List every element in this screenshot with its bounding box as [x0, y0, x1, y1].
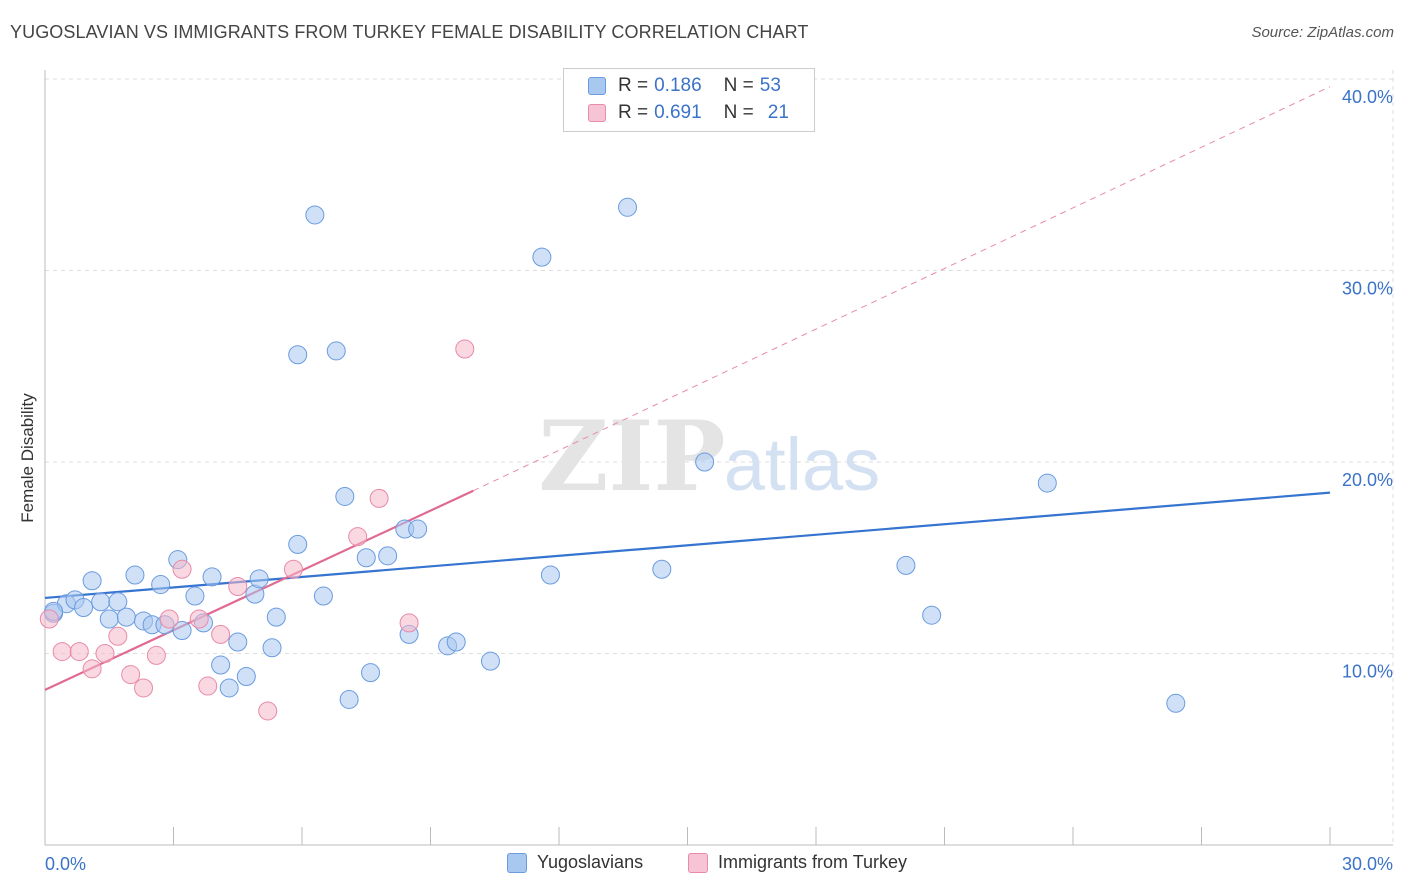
yugoslavian-point	[82, 571, 102, 591]
r-label: R =	[618, 75, 649, 96]
yugoslavian-point	[446, 632, 466, 652]
turkey-point	[258, 701, 278, 721]
yugoslavian-point	[618, 197, 638, 217]
blue-swatch	[507, 852, 527, 873]
turkey-point	[108, 626, 128, 646]
yugoslavian-point	[922, 605, 942, 625]
turkey-point	[198, 676, 218, 696]
correlation-legend: R = 0.186 N = 53 R = 0.691 N = 21	[563, 68, 815, 132]
yugoslavian-point	[266, 607, 286, 627]
yugoslavian-point	[236, 666, 256, 686]
watermark: ZIP atlas	[538, 400, 880, 513]
yugoslavian-point	[1166, 693, 1186, 713]
yugoslavian-point	[540, 565, 560, 585]
yugoslavian-point	[151, 575, 171, 595]
n-label: N =	[723, 102, 754, 123]
yugoslavian-point	[288, 534, 308, 554]
r-value: 0.691	[654, 102, 702, 123]
turkey-point	[52, 642, 72, 662]
yugoslavian-point	[305, 205, 325, 225]
turkey-point	[82, 659, 102, 679]
yugoslavian-point	[532, 247, 552, 267]
yugoslavian-point	[652, 559, 672, 579]
yugoslavian-point	[262, 638, 282, 658]
yugoslavian-point	[695, 452, 715, 472]
n-value: 53	[759, 75, 781, 96]
yugoslavian-point	[361, 663, 381, 683]
turkey-point	[121, 665, 141, 685]
r-value: 0.186	[654, 75, 702, 96]
legend-item-yugoslavians[interactable]: Yugoslavians	[507, 852, 643, 873]
watermark-zip: ZIP	[538, 400, 725, 513]
yugoslavian-point	[335, 486, 355, 506]
yugoslavian-point	[249, 569, 269, 589]
yugoslavian-point	[313, 586, 333, 606]
yugoslavian-point	[99, 609, 119, 629]
yugoslavian-point	[326, 341, 346, 361]
yugoslavian-point	[219, 678, 239, 698]
legend-row-turkey: R = 0.691 N = 21	[588, 102, 789, 124]
trend-lines	[44, 86, 1331, 691]
data-points	[39, 197, 1186, 721]
turkey-point	[455, 339, 475, 359]
turkey-point	[189, 609, 209, 629]
yugoslavian-point	[91, 592, 111, 612]
yugoslavian-point	[202, 567, 222, 587]
turkey-point	[399, 613, 419, 633]
yugoslavian-point	[356, 548, 376, 568]
yugoslavian-point	[228, 632, 248, 652]
turkey-trend-extension	[473, 86, 1331, 492]
turkey-point	[172, 559, 192, 579]
turkey-point	[369, 488, 389, 508]
yugoslavian-point	[74, 598, 94, 618]
yugoslavian-point	[125, 565, 145, 585]
legend-label: Yugoslavians	[537, 852, 644, 872]
yugoslavian-point	[108, 592, 128, 612]
x-tick-label: 0.0%	[45, 854, 86, 874]
yugoslavian-point	[339, 689, 359, 709]
axes	[44, 70, 1393, 846]
pink-swatch	[588, 104, 606, 122]
yugoslavian-point	[896, 555, 916, 575]
y-tick-label: 10.0%	[1342, 662, 1393, 682]
turkey-point	[134, 678, 154, 698]
turkey-point	[39, 609, 59, 629]
turkey-point	[95, 644, 115, 663]
turkey-point	[159, 609, 179, 629]
chart-title: YUGOSLAVIAN VS IMMIGRANTS FROM TURKEY FE…	[10, 22, 809, 42]
turkey-point	[146, 645, 166, 665]
tick-labels: 10.0% 20.0% 30.0% 40.0% 0.0% 30.0%	[45, 87, 1393, 874]
x-tick-label: 30.0%	[1342, 854, 1393, 874]
yugoslavian-point	[185, 586, 205, 606]
pink-swatch	[688, 852, 708, 873]
blue-swatch	[588, 77, 606, 95]
turkey-point	[283, 559, 303, 579]
y-tick-label: 20.0%	[1342, 470, 1393, 490]
n-value: 21	[767, 102, 789, 123]
y-tick-label: 40.0%	[1342, 87, 1393, 107]
watermark-atlas: atlas	[724, 423, 880, 506]
legend-item-turkey[interactable]: Immigrants from Turkey	[688, 852, 907, 873]
yugoslavian-point	[211, 655, 231, 675]
yugoslavian-point	[378, 546, 398, 566]
series-legend: Yugoslavians Immigrants from Turkey	[0, 852, 1406, 876]
y-tick-label: 30.0%	[1342, 279, 1393, 299]
source-label: Source: ZipAtlas.com	[1251, 24, 1394, 41]
yugoslavian-point	[408, 519, 428, 539]
turkey-point	[228, 576, 248, 596]
turkey-point	[348, 527, 368, 547]
n-label: N =	[723, 75, 754, 96]
yugoslavian-point	[116, 607, 136, 627]
legend-row-yugoslavians: R = 0.186 N = 53	[588, 75, 781, 97]
turkey-point	[69, 642, 89, 662]
yugoslavian-point	[480, 651, 500, 671]
legend-label: Immigrants from Turkey	[718, 852, 908, 872]
yugoslavian-point	[1037, 473, 1057, 493]
yugoslavian-point	[288, 345, 308, 365]
r-label: R =	[618, 102, 649, 123]
yugoslavian-point	[172, 621, 192, 641]
turkey-point	[211, 624, 231, 644]
